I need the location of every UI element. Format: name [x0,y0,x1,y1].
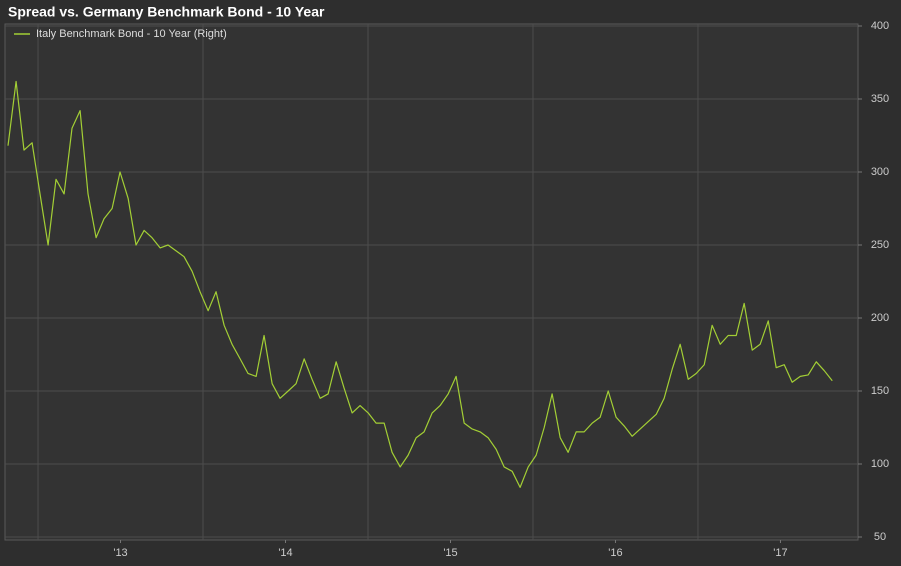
y-tick-label: 150 [871,385,889,397]
y-tick-label: 200 [871,312,889,324]
grid: 50 100 150 200 250 300 350 400 '13 '14 '15 '16 '17 [5,20,889,559]
y-tick-label: 50 [874,531,886,543]
y-tick-label: 400 [871,20,889,32]
plot-area [4,23,859,541]
x-tick-label: '14 [278,547,292,559]
series-line [7,80,833,488]
legend: Italy Benchmark Bond - 10 Year (Right) [14,28,227,40]
y-tick-label: 300 [871,166,889,178]
y-tick-label: 350 [871,93,889,105]
chart-title: Spread vs. Germany Benchmark Bond - 10 Y… [8,4,325,20]
y-tick-label: 100 [871,458,889,470]
marks [7,80,833,488]
x-tick-label: '15 [443,547,457,559]
y-tick-label: 250 [871,239,889,251]
legend-label: Italy Benchmark Bond - 10 Year (Right) [36,28,227,40]
x-tick-label: '16 [608,547,622,559]
x-tick-label: '13 [113,547,127,559]
x-tick-label: '17 [773,547,787,559]
